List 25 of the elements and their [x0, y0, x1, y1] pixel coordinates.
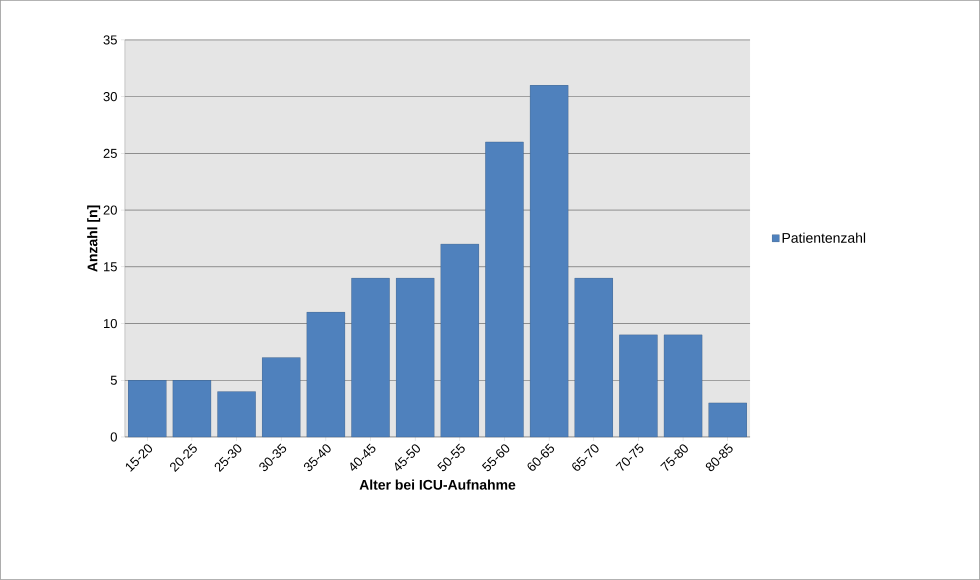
bar: [708, 402, 747, 438]
y-tick-label: 25: [104, 148, 117, 158]
bar: [306, 312, 346, 438]
bar: [440, 244, 480, 438]
y-tick-label: 15: [104, 262, 117, 272]
bar: [262, 357, 300, 438]
y-tick-label: 5: [110, 376, 117, 385]
x-axis-title: Alter bei ICU-Aufnahme: [360, 480, 516, 490]
bar: [530, 85, 568, 438]
y-tick-label: 0: [110, 432, 117, 442]
bar: [574, 278, 613, 438]
legend-label: Patientenzahl: [782, 232, 866, 243]
y-tick-label: 30: [104, 92, 117, 102]
bar: [217, 391, 256, 438]
y-axis-title: Anzahl [n]: [87, 206, 100, 272]
bar: [664, 334, 702, 438]
bar: [485, 142, 524, 438]
bar: [128, 380, 166, 438]
bar: [396, 278, 434, 438]
y-tick-label: 20: [104, 206, 117, 215]
bar: [351, 278, 390, 438]
bar: [172, 380, 212, 438]
y-tick-label: 10: [104, 318, 117, 328]
bar: [619, 334, 658, 438]
y-tick-label: 35: [104, 35, 117, 45]
